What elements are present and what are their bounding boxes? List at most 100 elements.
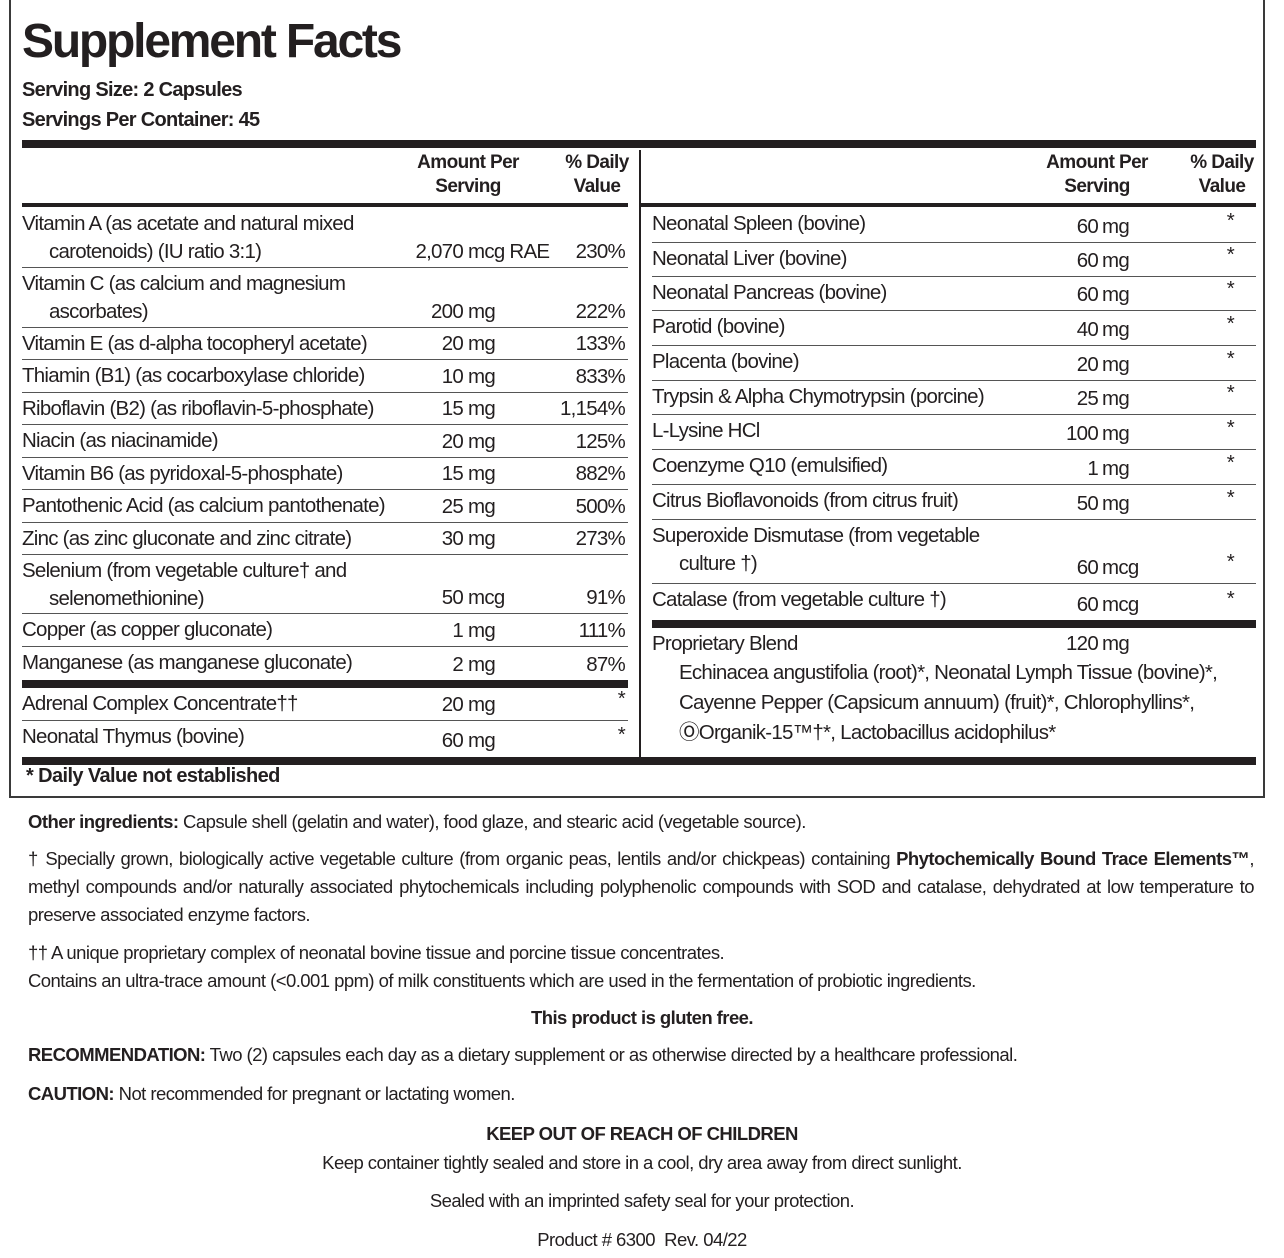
caution: CAUTION: Not recommended for pregnant or… [28, 1080, 1254, 1108]
daily-value: * [617, 723, 626, 746]
blend-ingredient-line: ⓄOrganik-15™†*, Lactobacillus acidophilu… [679, 721, 1056, 744]
nutrient-name-line: Niacin (as niacinamide) [22, 429, 219, 452]
amount-value: 20 [441, 430, 464, 453]
daily-value: 111% [578, 619, 626, 642]
nutrient-name-line: Vitamin C (as calcium and magnesium [22, 272, 346, 295]
nutrient-name-continued: carotenoids) (IU ratio 3:1) [49, 240, 262, 263]
amount-value: 60 [1076, 215, 1099, 238]
blend-name: Proprietary Blend [652, 632, 798, 655]
amount-header-left: Amount Per Serving [408, 151, 528, 199]
nutrient-name-line: Neonatal Thymus (bovine) [22, 725, 245, 748]
nutrient-row: Niacin (as niacinamide) 20 mg 125% [22, 425, 628, 458]
section-thick-rule [652, 620, 1256, 628]
nutrient-name-line: Manganese (as manganese gluconate) [22, 651, 353, 674]
daily-value: 833% [575, 365, 626, 388]
amount-unit: mcg [468, 586, 505, 609]
gluten-free-statement: This product is gluten free. [530, 1007, 754, 1028]
nutrient-name: Riboflavin (B2) (as riboflavin-5-phospha… [22, 395, 374, 423]
daily-value: 91% [586, 586, 626, 609]
double-dagger-note: †† A unique proprietary complex of neona… [28, 942, 725, 963]
amount-header-line2: Serving [435, 176, 501, 197]
storage-instructions: Keep container tightly sealed and store … [322, 1152, 962, 1173]
bottom-thick-rule [22, 757, 1256, 765]
amount-unit: mg [468, 430, 496, 453]
daily-value: 1,154% [559, 397, 626, 420]
amount-unit: mcg [1102, 593, 1139, 616]
nutrient-row: Trypsin & Alpha Chymotrypsin (porcine) 25… [652, 381, 1256, 415]
nutrient-row: Neonatal Thymus (bovine) 60 mg * [22, 721, 628, 756]
other-ingredients-text: Capsule shell (gelatin and water), food … [178, 811, 806, 832]
nutrient-name-line: Neonatal Spleen (bovine) [652, 212, 866, 235]
nutrient-name-line: Neonatal Pancreas (bovine) [652, 281, 887, 304]
nutrient-name: Selenium (from vegetable culture† and sel… [22, 557, 347, 613]
amount-value: 200 [431, 300, 464, 323]
amount-value: 1 [1087, 457, 1098, 480]
nutrient-name-line: Parotid (bovine) [652, 315, 785, 338]
blend-amount-value: 120 [1066, 632, 1099, 655]
dagger-note-text-end: , methyl compounds and/or naturally asso… [28, 848, 1255, 925]
nutrient-name: Superoxide Dismutase (from vegetable cult… [652, 522, 980, 578]
amount-unit: mg [1102, 215, 1130, 238]
nutrient-row: Manganese (as manganese gluconate) 2 mg 87% [22, 647, 628, 680]
nutrient-row: Coenzyme Q10 (emulsified) 1 mg * [652, 450, 1256, 485]
nutrient-row: Catalase (from vegetable culture †) 60 mcg… [652, 584, 1256, 620]
amount-unit: mg [468, 462, 496, 485]
daily-value: * [1226, 381, 1235, 404]
nutrient-name: Neonatal Pancreas (bovine) [652, 279, 887, 307]
nutrient-row: Adrenal Complex Concentrate†† 20 mg * [22, 687, 628, 721]
dv-header-line1: % Daily [1190, 152, 1254, 173]
nutrient-name-line: Selenium (from vegetable culture† and [22, 559, 347, 582]
nutrient-name-continued: culture †) [679, 552, 758, 575]
dv-header-line1: % Daily [565, 152, 629, 173]
supplement-facts-panel [9, 0, 1265, 798]
nutrient-name-line: Riboflavin (B2) (as riboflavin-5-phospha… [22, 397, 374, 420]
servings-per-container: Servings Per Container: 45 [22, 109, 260, 131]
daily-value-footnote: * Daily Value not established [26, 765, 280, 787]
nutrient-row: Neonatal Liver (bovine) 60 mg * [652, 243, 1256, 277]
daily-value: * [1226, 451, 1235, 474]
nutrient-name: Copper (as copper gluconate) [22, 616, 273, 644]
daily-value: 882% [575, 462, 626, 485]
amount-header-line2: Serving [1064, 176, 1130, 197]
nutrient-name: Niacin (as niacinamide) [22, 427, 219, 455]
amount-value: 60 [1076, 556, 1099, 579]
nutrient-name-line: Zinc (as zinc gluconate and zinc citrate… [22, 527, 352, 550]
nutrient-row: Vitamin E (as d-alpha tocopheryl acetate… [22, 328, 628, 360]
nutrient-row: Vitamin C (as calcium and magnesium ascor… [22, 268, 628, 328]
daily-value: 273% [575, 527, 626, 550]
daily-value: 222% [575, 300, 626, 323]
amount-header-line1: Amount Per [417, 152, 519, 173]
nutrient-name: Catalase (from vegetable culture †) [652, 586, 947, 614]
panel-title: Supplement Facts [22, 15, 402, 68]
amount-unit: mg [1102, 422, 1130, 445]
daily-value: * [1226, 312, 1235, 335]
nutrient-name-line: Vitamin E (as d-alpha tocopheryl acetate… [22, 332, 368, 355]
nutrient-name-line: Pantothenic Acid (as calcium pantothenat… [22, 494, 386, 517]
blend-ingredient-line: Cayenne Pepper (Capsicum annuum) (fruit)… [679, 691, 1195, 714]
nutrient-name: Pantothenic Acid (as calcium pantothenat… [22, 492, 386, 520]
amount-unit: mg [468, 527, 496, 550]
nutrient-name: Manganese (as manganese gluconate) [22, 649, 353, 677]
amount-header-line1: Amount Per [1046, 152, 1148, 173]
recommendation-text: Two (2) capsules each day as a dietary s… [205, 1044, 1018, 1065]
amount-unit: mg [468, 729, 496, 752]
nutrient-name: Citrus Bioflavonoids (from citrus fruit) [652, 487, 959, 515]
amount-value: 100 [1066, 422, 1099, 445]
amount-unit: mg [468, 495, 496, 518]
nutrient-name: Neonatal Thymus (bovine) [22, 723, 245, 751]
nutrient-row: Placenta (bovine) 20 mg * [652, 346, 1256, 381]
safety-seal-note: Sealed with an imprinted safety seal for… [429, 1190, 855, 1211]
nutrient-name: Neonatal Liver (bovine) [652, 245, 847, 273]
nutrient-row: Superoxide Dismutase (from vegetable cult… [652, 520, 1256, 584]
header-rule-left [22, 203, 628, 207]
amount-unit: mg [1102, 457, 1130, 480]
nutrient-name-line: Neonatal Liver (bovine) [652, 247, 847, 270]
right-nutrient-column: Neonatal Spleen (bovine) 60 mg * Neonatal Li… [652, 208, 1256, 757]
amount-unit: mg [468, 397, 496, 420]
amount-value: 50 [441, 586, 464, 609]
nutrient-name: Thiamin (B1) (as cocarboxylase chloride) [22, 362, 365, 390]
amount-value: 25 [1076, 387, 1099, 410]
nutrient-name-line: Superoxide Dismutase (from vegetable [652, 524, 980, 547]
nutrient-name-continued: selenomethionine) [49, 587, 205, 610]
amount-value: 1 [452, 619, 463, 642]
